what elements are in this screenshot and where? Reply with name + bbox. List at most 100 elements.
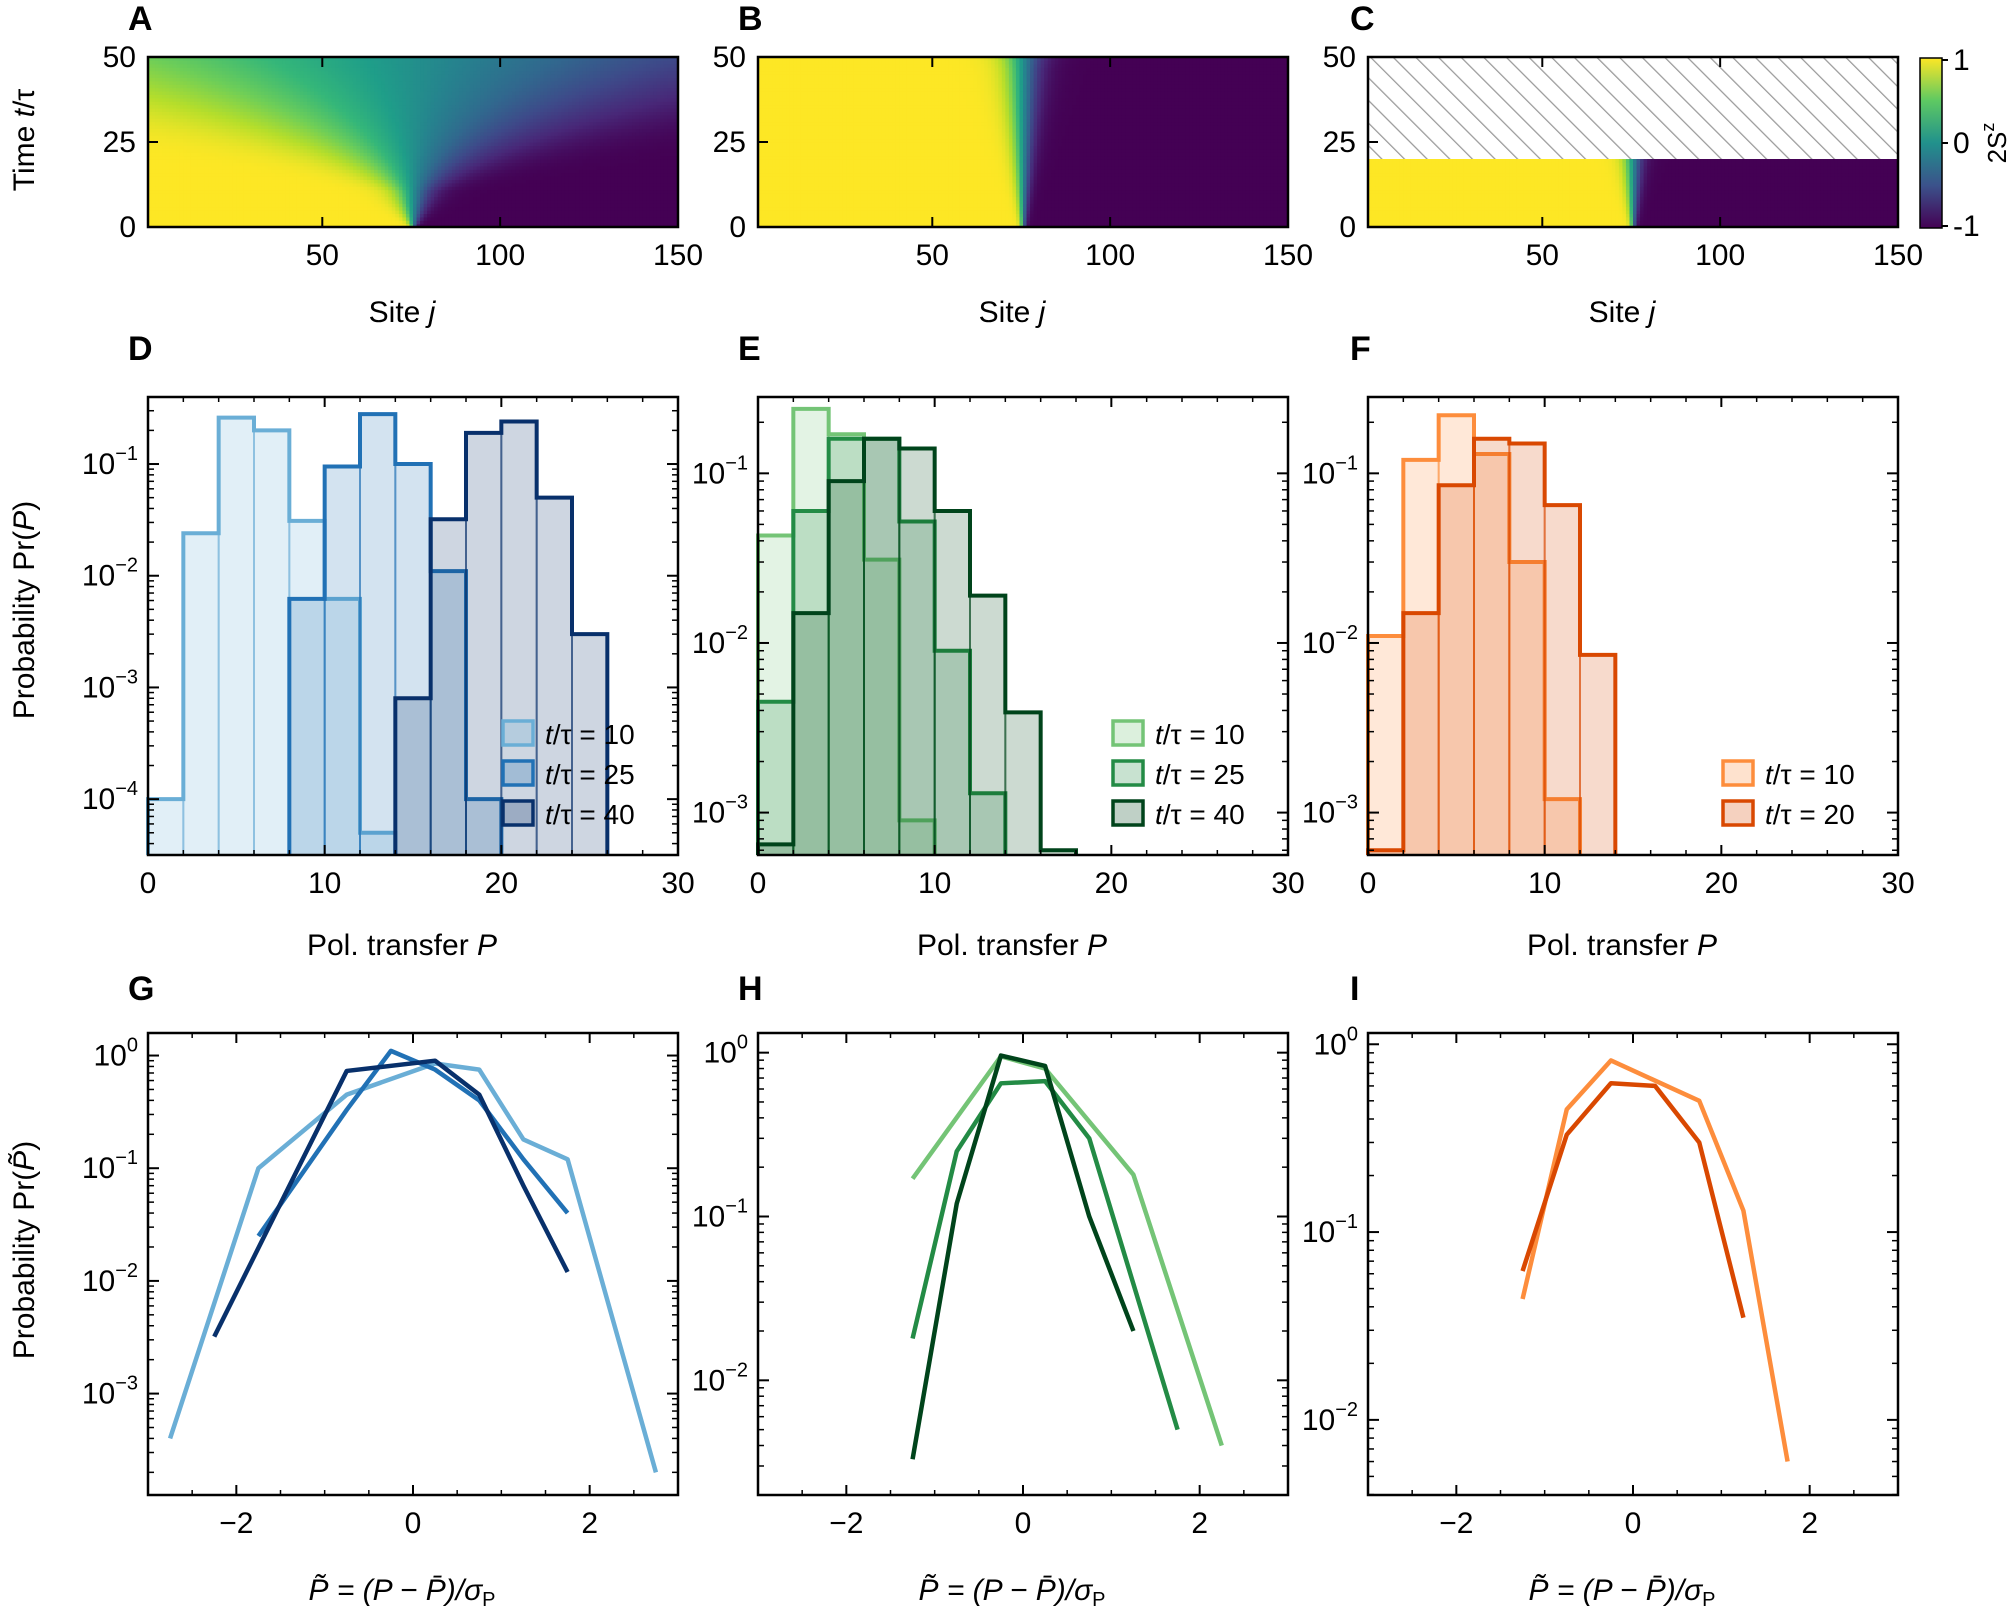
heatmap-cell	[550, 162, 555, 167]
heatmap-cell	[646, 223, 651, 228]
heatmap-cell	[197, 172, 202, 177]
heatmap-cell	[331, 206, 336, 211]
heatmap-cell	[603, 135, 608, 140]
heatmap-cell	[575, 186, 580, 191]
heatmap-cell	[554, 210, 559, 214]
heatmap-cell	[610, 135, 615, 140]
heatmap-cell	[660, 121, 665, 126]
heatmap-cell	[398, 199, 403, 204]
heatmap-cell	[515, 155, 520, 160]
heatmap-cell	[176, 189, 181, 194]
heatmap-cell	[285, 196, 290, 201]
heatmap-cell	[455, 216, 460, 221]
heatmap-cell	[649, 193, 654, 197]
heatmap-cell	[257, 193, 262, 197]
heatmap-cell	[201, 135, 206, 140]
heatmap-cell	[490, 213, 495, 218]
heatmap-cell	[197, 128, 202, 133]
heatmap-cell	[225, 159, 230, 163]
heatmap-cell	[451, 121, 456, 126]
heatmap-cell	[261, 179, 266, 184]
heatmap-cell	[349, 118, 354, 123]
heatmap-cell	[469, 182, 474, 187]
heatmap-cell	[148, 223, 153, 228]
heatmap-cell	[663, 142, 668, 146]
heatmap-cell	[395, 142, 400, 146]
heatmap-cell	[564, 135, 570, 140]
heatmap-cell	[427, 169, 432, 174]
heatmap-cell	[600, 189, 605, 194]
heatmap-cell	[186, 186, 191, 191]
heatmap-cell	[190, 142, 195, 146]
heatmap-cell	[186, 203, 191, 208]
heatmap-cell	[201, 138, 206, 143]
heatmap-cell	[172, 125, 177, 129]
heatmap-cell	[345, 210, 350, 214]
heatmap-cell	[458, 216, 464, 221]
heatmap-cell	[222, 114, 227, 119]
heatmap-cell	[642, 213, 647, 218]
heatmap-cell	[158, 152, 163, 157]
heatmap-cell	[448, 131, 453, 136]
heatmap-cell	[462, 142, 467, 146]
heatmap-cell	[575, 189, 580, 194]
heatmap-cell	[215, 186, 220, 191]
heatmap-cell	[557, 138, 562, 143]
heatmap-cell	[338, 162, 343, 167]
heatmap-cell	[296, 216, 301, 221]
heatmap-cell	[169, 128, 174, 133]
heatmap-cell	[547, 142, 552, 146]
heatmap-cell	[409, 145, 414, 150]
heatmap-cell	[388, 114, 393, 119]
heatmap-cell	[190, 172, 195, 177]
heatmap-cell	[254, 172, 259, 177]
heatmap-cell	[607, 223, 612, 228]
heatmap-cell	[480, 162, 485, 167]
heatmap-cell	[487, 114, 492, 119]
heatmap-cell	[550, 145, 555, 150]
heatmap-cell	[254, 148, 259, 153]
heatmap-cell	[204, 182, 209, 187]
heatmap-cell	[236, 223, 241, 228]
heatmap-cell	[176, 135, 181, 140]
heatmap-cell	[617, 216, 623, 221]
heatmap-cell	[462, 220, 467, 225]
heatmap-cell	[395, 199, 400, 204]
heatmap-cell	[289, 196, 294, 201]
heatmap-cell	[628, 179, 633, 184]
heatmap-cell	[331, 193, 336, 197]
heatmap-cell	[296, 125, 301, 129]
heatmap-cell	[413, 182, 418, 187]
heatmap-cell	[476, 169, 481, 174]
heatmap-cell	[586, 176, 591, 180]
heatmap-cell	[342, 182, 347, 187]
heatmap-cell	[522, 155, 527, 160]
heatmap-cell	[501, 125, 506, 129]
heatmap-cell	[564, 176, 570, 180]
heatmap-cell	[381, 162, 386, 167]
heatmap-cell	[579, 125, 584, 129]
heatmap-cell	[621, 172, 626, 177]
heatmap-cell	[268, 159, 273, 163]
heatmap-cell	[458, 128, 464, 133]
heatmap-cell	[543, 223, 548, 228]
heatmap-cell	[600, 172, 605, 177]
heatmap-cell	[667, 145, 672, 150]
heatmap-cell	[299, 118, 305, 123]
heatmap-cell	[218, 152, 223, 157]
heatmap-cell	[310, 159, 315, 163]
heatmap-cell	[282, 179, 287, 184]
heatmap-cell	[370, 223, 375, 228]
heatmap-cell	[593, 162, 598, 167]
heatmap-cell	[473, 172, 478, 177]
heatmap-cell	[314, 152, 319, 157]
heatmap-cell	[515, 125, 520, 129]
heatmap-cell	[349, 162, 354, 167]
heatmap-cell	[268, 182, 273, 187]
heatmap-cell	[568, 148, 573, 153]
heatmap-cell	[582, 165, 587, 170]
heatmap-cell	[497, 114, 502, 119]
heatmap-cell	[586, 206, 591, 211]
heatmap-cell	[490, 196, 495, 201]
heatmap-cell	[352, 162, 358, 167]
